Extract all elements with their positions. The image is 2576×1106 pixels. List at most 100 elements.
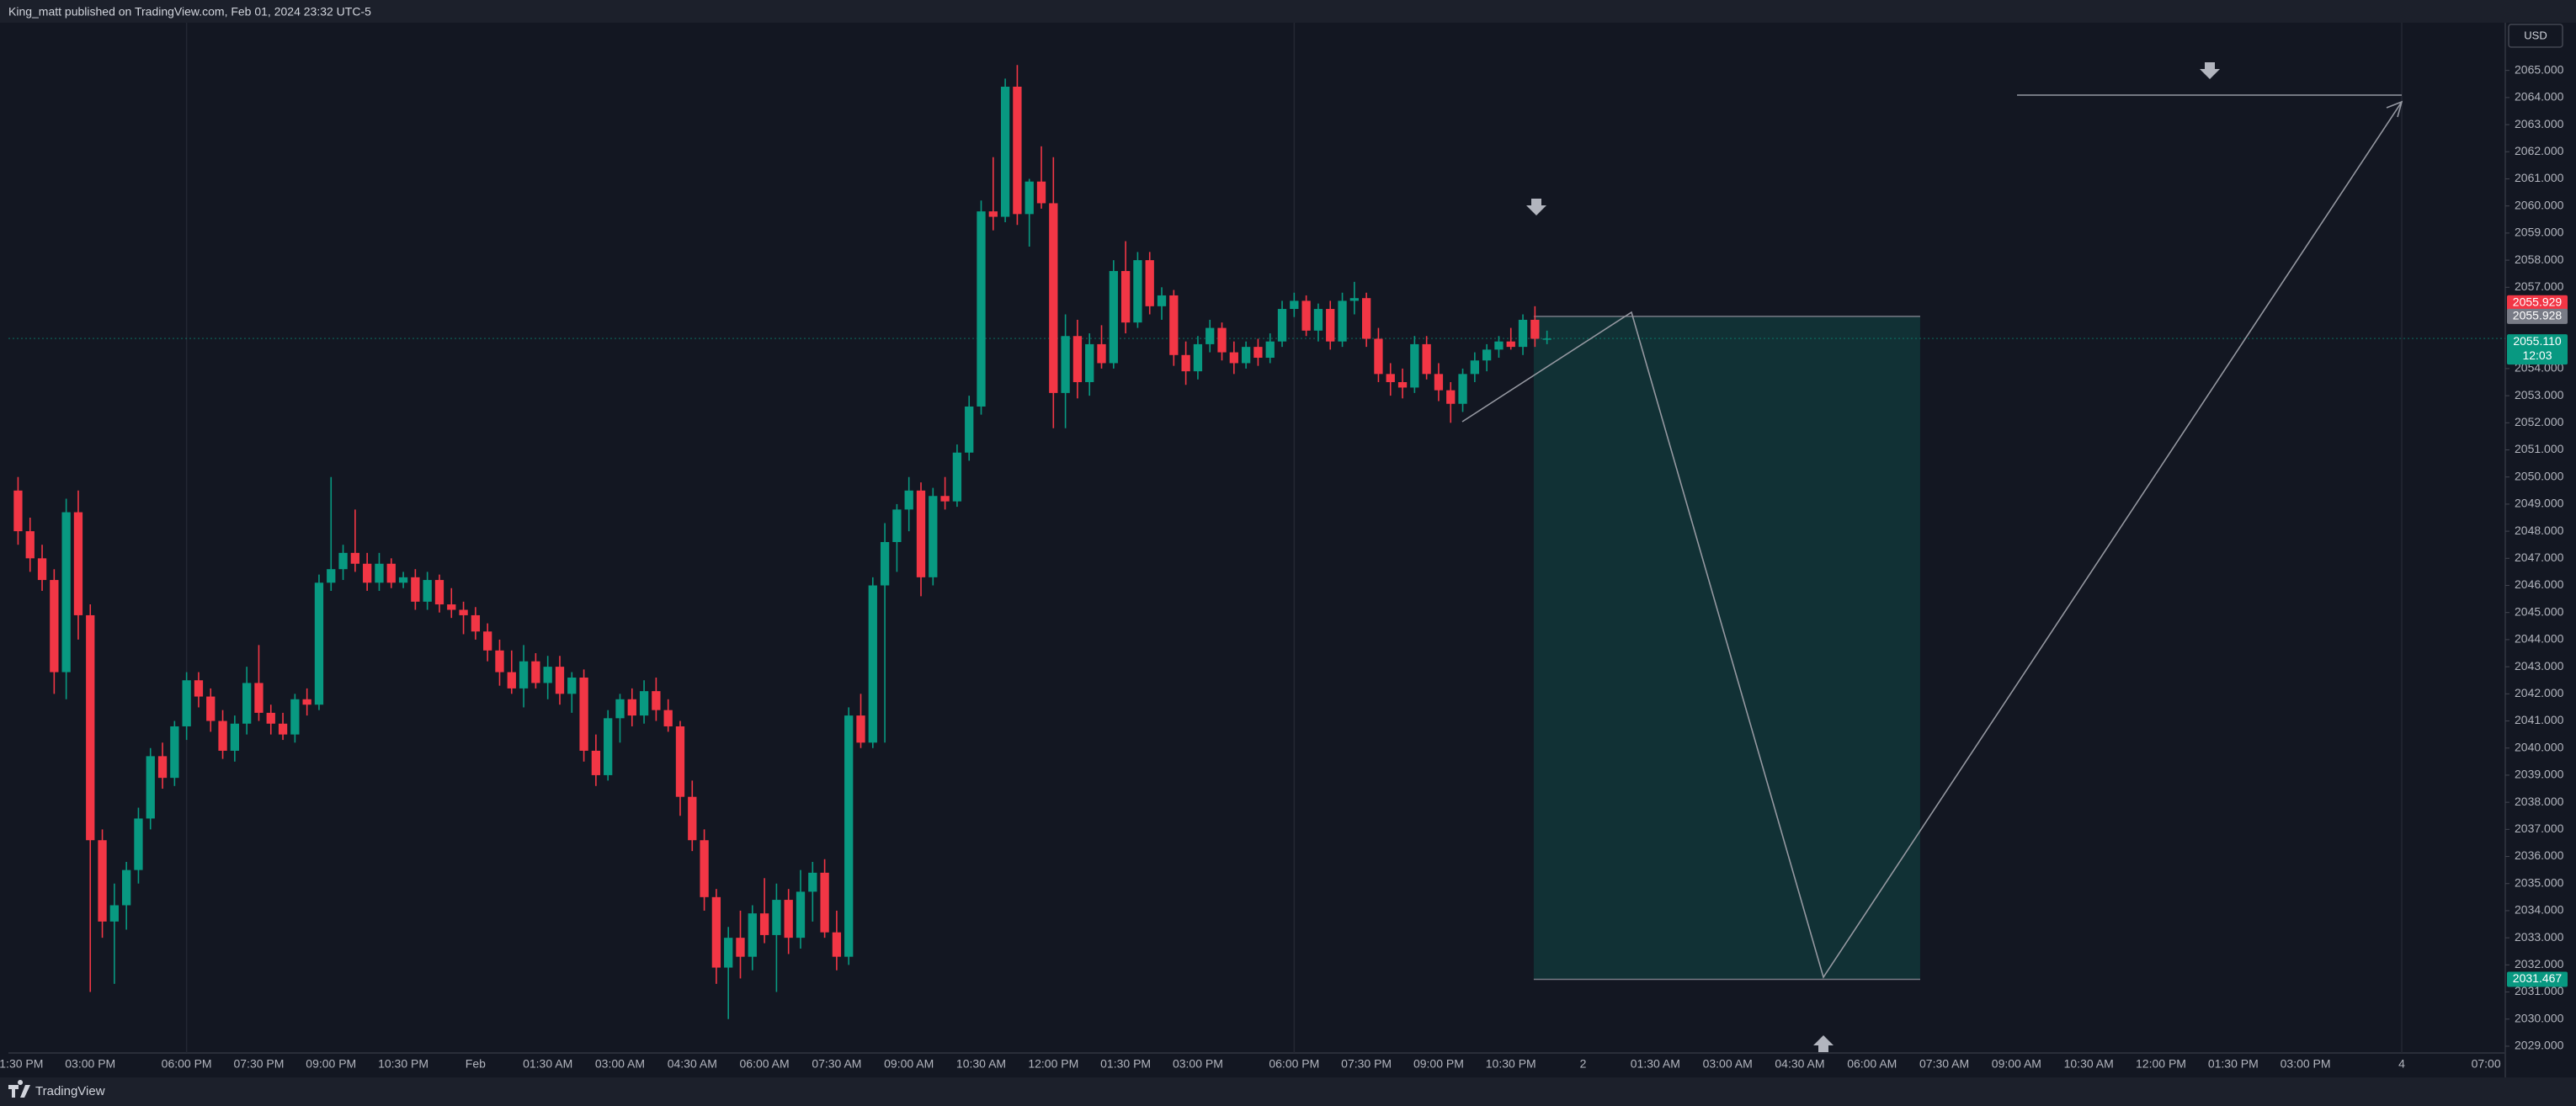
x-tick-label: 06:00 PM [162, 1057, 212, 1071]
y-tick-label: 2040.000 [2515, 740, 2564, 753]
y-tick-label: 2033.000 [2515, 930, 2564, 944]
currency-button[interactable] [2508, 24, 2563, 48]
x-tick-label: 12:00 PM [1028, 1057, 1078, 1071]
x-tick-label: 09:00 PM [306, 1057, 356, 1071]
x-tick-label: 01:30 AM [1631, 1057, 1680, 1071]
y-tick-label: 2029.000 [2515, 1039, 2564, 1052]
candle-body [832, 932, 842, 957]
x-tick-label: 07:30 AM [812, 1057, 861, 1071]
candle-body [1397, 381, 1408, 388]
candle-body [929, 496, 938, 577]
candle-body [375, 563, 384, 583]
candle-body [1049, 203, 1058, 393]
down-arrow-marker[interactable] [1526, 199, 1546, 215]
candle-body [1494, 341, 1504, 350]
candle-body [1193, 343, 1203, 372]
up-arrow-marker[interactable] [1813, 1035, 1834, 1052]
candle-body [242, 683, 252, 724]
candle-body [965, 406, 974, 453]
candle-body [531, 661, 540, 683]
x-tick-label: 03:00 AM [595, 1057, 645, 1071]
y-tick-label: 2053.000 [2515, 388, 2564, 401]
candle-body [627, 699, 636, 716]
candle-body [37, 558, 47, 581]
candle-body [86, 614, 95, 841]
candle-body [1253, 347, 1263, 359]
candle-body [579, 678, 588, 751]
y-tick-label: 2030.000 [2515, 1011, 2564, 1024]
y-tick-label: 2061.000 [2515, 171, 2564, 184]
candle-body [1530, 319, 1540, 339]
down-arrow-marker[interactable] [2200, 62, 2220, 79]
candle-body [1145, 260, 1154, 306]
y-tick-label: 2044.000 [2515, 632, 2564, 646]
candle-body [411, 577, 420, 602]
y-tick-label: 2046.000 [2515, 577, 2564, 591]
x-tick-label: 09:00 AM [1992, 1057, 2041, 1071]
candle-body [1036, 181, 1046, 204]
candle-body [772, 900, 781, 935]
candle-body [218, 720, 227, 751]
candle-body [1133, 260, 1142, 323]
candle-body [880, 541, 890, 586]
entry-price-label: 2055.928 [2513, 309, 2563, 322]
candle-body [1313, 309, 1323, 331]
candle-body [952, 452, 962, 502]
candle-body [134, 818, 143, 870]
projection-path[interactable] [1461, 101, 2403, 979]
candle-body [314, 582, 324, 705]
candle-body [1181, 354, 1190, 372]
candle-body [290, 699, 300, 735]
candle-body [1361, 298, 1371, 339]
candle-body [1470, 360, 1479, 375]
y-tick-label: 2038.000 [2515, 795, 2564, 808]
candle-body [519, 661, 529, 689]
candle-body [1097, 343, 1106, 364]
candle-body [1482, 349, 1492, 361]
candle-body [50, 580, 59, 673]
candle-body [13, 490, 23, 532]
x-tick-label: 01:30 PM [1100, 1057, 1151, 1071]
candle-body [170, 726, 179, 779]
y-tick-label: 2057.000 [2515, 279, 2564, 293]
y-tick-label: 2048.000 [2515, 524, 2564, 537]
candle-body [784, 900, 793, 939]
x-tick-label: 10:30 AM [956, 1057, 1006, 1071]
candle-body [447, 604, 456, 610]
candle-body [1338, 300, 1347, 342]
currency-label[interactable]: USD [2524, 29, 2547, 41]
candle-body [700, 840, 709, 897]
candle-body [1410, 343, 1419, 388]
x-tick-label: 06:00 AM [740, 1057, 790, 1071]
candle-body [1458, 374, 1467, 404]
candle-body [1506, 341, 1515, 348]
candle-body [796, 891, 806, 939]
footer-bar [0, 1077, 2576, 1106]
candle-body [820, 872, 829, 933]
x-tick-label: 07:30 AM [1919, 1057, 1969, 1071]
candle-body [1157, 295, 1167, 306]
candle-body [459, 609, 468, 615]
x-tick-label: 04:30 AM [668, 1057, 717, 1071]
x-tick-label: 09:00 AM [884, 1057, 934, 1071]
y-tick-label: 2045.000 [2515, 604, 2564, 618]
candle-body [711, 896, 721, 968]
candle-body [1241, 347, 1251, 364]
candle-body [338, 552, 348, 570]
y-tick-label: 2039.000 [2515, 768, 2564, 781]
target-price-label-badge [2507, 971, 2568, 987]
candle-body [73, 512, 83, 615]
y-tick-label: 2062.000 [2515, 144, 2564, 157]
last-price-label-badge [2507, 334, 2568, 365]
x-tick-label: 10:30 PM [1486, 1057, 1536, 1071]
candle-body [904, 490, 913, 510]
candle-body [122, 869, 131, 906]
candle-body [1085, 343, 1094, 382]
x-tick-label: 2 [1580, 1057, 1587, 1071]
candle-body [327, 569, 336, 583]
candle-body [434, 580, 444, 605]
candle-body [724, 938, 733, 968]
x-tick-label: 01:30 AM [523, 1057, 572, 1071]
candle-body [483, 631, 492, 651]
